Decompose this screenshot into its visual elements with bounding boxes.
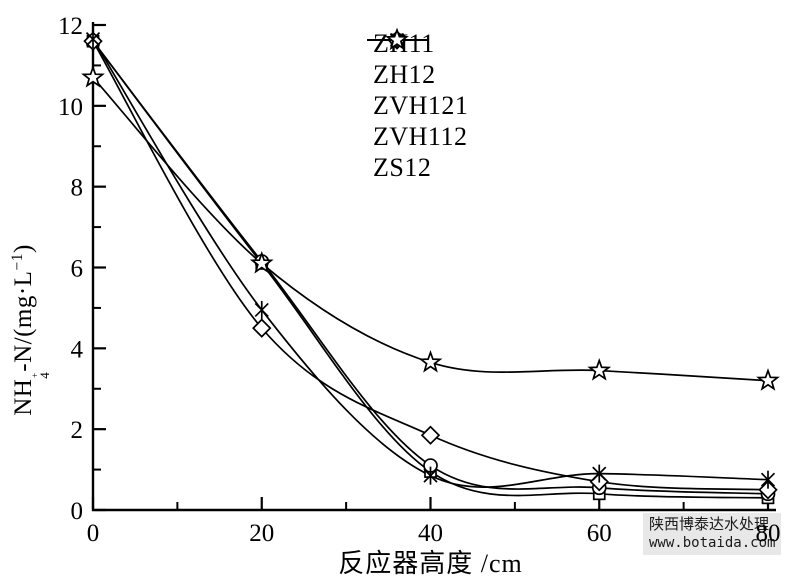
- x-tick-label: 80: [756, 520, 781, 547]
- data-point-zs12: [587, 358, 612, 381]
- x-tick-label: 0: [87, 520, 100, 547]
- data-point-zvh121: [252, 318, 272, 338]
- y-tick-label: 0: [71, 498, 84, 525]
- x-tick-label: 60: [587, 520, 612, 547]
- data-point-zvh121: [758, 480, 778, 500]
- y-axis-title-text: NH: [10, 378, 38, 416]
- data-point-zvh112: [423, 466, 438, 485]
- y-tick-label: 12: [58, 13, 83, 40]
- legend-item-zvh112: ZVH112: [366, 31, 468, 152]
- legend-label: ZVH121: [373, 90, 469, 120]
- data-point-zs12: [81, 65, 105, 88]
- y-tick-label: 10: [58, 94, 83, 121]
- x-tick-label: 20: [249, 520, 274, 547]
- watermark-text: 陕西博泰达水处理: [649, 516, 770, 533]
- x-axis-title: 反应器高度 /cm: [338, 549, 523, 578]
- legend-label: ZH12: [373, 59, 436, 89]
- asterisk-spoke: [423, 468, 438, 483]
- asterisk-spoke: [85, 32, 101, 47]
- legend-marker-star-icon: [367, 28, 427, 51]
- axes: [91, 22, 776, 512]
- data-point-zvh112: [760, 470, 776, 489]
- data-point-zs12: [249, 250, 274, 274]
- data-point-zvh121: [420, 425, 441, 445]
- asterisk-spoke: [254, 302, 269, 318]
- watermark: 陕西博泰达水处理 www.botaida.com: [643, 513, 782, 556]
- chemical-subscript: +4: [30, 371, 53, 379]
- data-point-zs12: [418, 349, 443, 373]
- x-tick-label: 40: [418, 520, 443, 547]
- data-point-zvh112: [85, 30, 101, 49]
- y-axis-title: NH +4 -N/(mg·L−1): [8, 244, 53, 416]
- legend-item-zs12: ZS12: [366, 28, 468, 183]
- star-icon: [385, 28, 409, 51]
- data-point-zvh112: [592, 464, 607, 483]
- legend: ZH11 ZH12 ZVH121 ZVH112 ZS12: [366, 28, 468, 183]
- y-tick-label: 4: [71, 336, 84, 363]
- asterisk-spoke: [592, 466, 607, 481]
- watermark-url: www.botaida.com: [649, 534, 776, 551]
- data-point-zvh112: [254, 300, 269, 319]
- legend-label: ZVH112: [373, 121, 468, 151]
- asterisk-spoke: [760, 472, 776, 487]
- data-point-zs12: [756, 368, 780, 391]
- legend-label: ZS12: [373, 152, 432, 182]
- y-tick-label: 6: [71, 256, 84, 283]
- legend-item-zh12: ZH12: [366, 32, 468, 90]
- series-curve-zvh112: [92, 38, 769, 488]
- series-curve-zh12: [92, 40, 769, 495]
- y-tick-label: 8: [71, 175, 84, 202]
- y-tick-label: 2: [71, 417, 84, 444]
- series-curve-zvh121: [92, 40, 769, 491]
- legend-item-zvh121: ZVH121: [366, 30, 469, 121]
